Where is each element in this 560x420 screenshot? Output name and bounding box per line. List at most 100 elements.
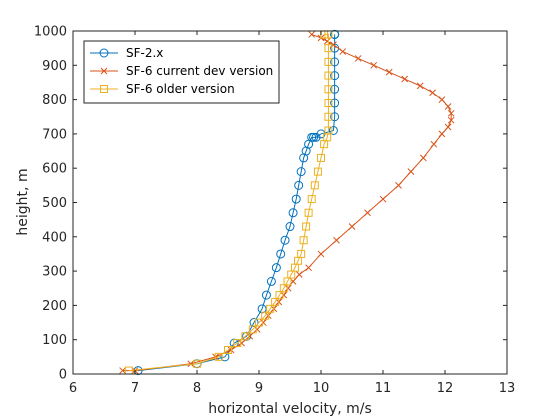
data-point-3-20 (302, 222, 311, 231)
data-point-2-16 (295, 271, 303, 278)
data-point-1-15 (291, 194, 301, 204)
x-tick-label: 9 (255, 381, 263, 396)
data-point-3-32 (324, 71, 333, 80)
legend-label: SF-6 older version (126, 82, 235, 96)
x-tick-label: 12 (437, 381, 454, 396)
data-point-3-28 (324, 126, 333, 135)
data-point-2-36 (385, 68, 393, 76)
series-layer (119, 29, 455, 376)
legend-entry-2: SF-6 current dev version (90, 64, 273, 78)
data-point-3-9 (261, 311, 270, 320)
legend-entry-3: SF-6 older version (90, 82, 235, 96)
y-tick-label: 300 (42, 265, 67, 280)
data-point-2-20 (348, 223, 356, 230)
data-point-2-34 (416, 82, 424, 90)
y-tick-label: 600 (42, 162, 67, 177)
data-point-3-12 (275, 291, 284, 300)
legend-swatch-marker (100, 67, 108, 75)
data-point-2-35 (401, 75, 409, 83)
x-tick-label: 8 (193, 381, 201, 396)
data-point-1-10 (271, 263, 281, 273)
data-point-1-30 (330, 57, 340, 67)
data-point-1-34 (330, 29, 340, 39)
data-point-1-13 (285, 222, 295, 232)
data-point-3-7 (248, 325, 257, 334)
data-point-1-16 (294, 180, 304, 190)
data-point-3-25 (317, 153, 325, 162)
data-point-2-13 (280, 291, 288, 299)
data-point-2-29 (447, 116, 455, 124)
data-point-1-12 (280, 235, 290, 245)
series-3 (124, 30, 333, 375)
x-tick-label: 11 (375, 381, 392, 396)
data-point-2-43 (308, 31, 316, 38)
data-point-3-18 (297, 249, 306, 258)
data-point-3-6 (241, 332, 250, 341)
data-point-1-26 (330, 112, 340, 122)
y-tick-label: 700 (42, 127, 67, 142)
data-point-2-30 (447, 109, 455, 117)
data-point-1-22 (309, 132, 319, 142)
x-tick-label: 13 (499, 381, 516, 396)
data-point-3-24 (313, 167, 322, 176)
series-line-3 (128, 33, 329, 372)
data-point-1-27 (330, 98, 340, 108)
data-point-2-22 (379, 195, 387, 203)
data-point-1-29 (330, 71, 340, 81)
data-point-2-41 (323, 37, 331, 45)
data-point-2-18 (317, 250, 325, 258)
data-point-1-11 (276, 249, 286, 259)
data-point-3-29 (324, 112, 333, 121)
data-point-2-31 (444, 103, 452, 110)
y-tick-label: 800 (42, 93, 67, 108)
data-point-2-17 (305, 264, 312, 272)
data-point-2-28 (444, 123, 452, 131)
data-point-2-19 (333, 236, 340, 244)
legend-label: SF-2.x (126, 46, 163, 60)
data-point-3-34 (324, 44, 333, 53)
data-point-3-4 (224, 345, 232, 354)
x-axis-label: horizontal velocity, m/s (208, 401, 372, 417)
legend-swatch-marker (100, 85, 108, 93)
data-point-1-8 (261, 290, 271, 300)
data-point-3-19 (299, 236, 308, 245)
data-point-2-21 (364, 209, 371, 217)
y-tick-label: 200 (42, 299, 67, 314)
data-point-3-21 (304, 208, 313, 217)
x-tick-label: 10 (313, 381, 330, 396)
data-point-2-37 (370, 61, 378, 69)
data-point-2-40 (330, 41, 337, 49)
data-point-3-5 (233, 339, 242, 348)
data-point-2-27 (438, 130, 446, 138)
data-point-2-24 (407, 168, 415, 175)
legend-swatch-marker (99, 48, 109, 58)
data-point-3-8 (255, 318, 263, 327)
legend-entry-1: SF-2.x (90, 46, 163, 60)
y-tick-label: 900 (42, 59, 67, 74)
y-tick-label: 0 (59, 368, 67, 383)
data-point-2-23 (395, 181, 402, 189)
data-point-2-39 (339, 48, 347, 55)
data-point-3-33 (324, 57, 333, 66)
data-point-3-31 (324, 85, 333, 94)
data-point-1-9 (266, 276, 276, 286)
data-point-1-14 (288, 208, 298, 218)
data-point-2-3 (187, 360, 195, 368)
data-point-3-22 (307, 195, 316, 204)
data-point-3-11 (271, 297, 280, 306)
data-point-2-14 (284, 284, 292, 292)
y-tick-label: 500 (42, 196, 67, 211)
data-point-3-10 (266, 304, 275, 313)
data-point-1-25 (328, 125, 338, 135)
legend-label: SF-6 current dev version (126, 64, 273, 78)
x-tick-label: 6 (69, 381, 77, 396)
legend: SF-2.x SF-6 current dev version SF-6 older… (83, 40, 280, 104)
data-point-2-33 (429, 89, 436, 97)
x-tick-label: 7 (131, 381, 139, 396)
data-point-1-28 (330, 84, 340, 94)
legend-box (83, 40, 280, 104)
data-point-1-17 (296, 167, 306, 177)
y-tick-label: 400 (42, 230, 67, 245)
y-tick-label: 100 (42, 333, 67, 348)
